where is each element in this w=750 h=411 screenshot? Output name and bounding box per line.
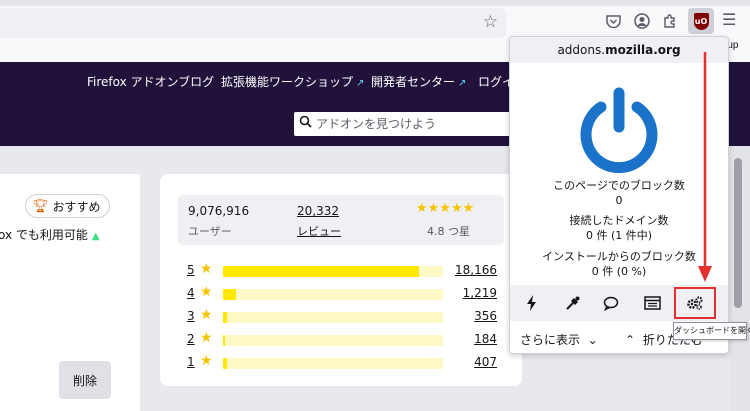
addon-stats: 9,076,916 ユーザー 20,332 レビュー ★★★★★ 4.8 つ星 <box>178 195 504 245</box>
rating-bar-row[interactable]: 3 ★ 356 <box>187 307 497 325</box>
rating-bar-fill <box>223 358 228 369</box>
ublock-toolbar-button[interactable]: uO <box>688 8 714 34</box>
blocked-since-install-label: インストールからのブロック数 <box>542 250 696 263</box>
reviews-count-link[interactable]: 20,332 <box>297 204 339 218</box>
hostname-prefix: addons. <box>557 43 606 57</box>
rating-count-link[interactable]: 356 <box>474 309 497 323</box>
rating-bar-track <box>223 335 443 346</box>
android-availability-text: ox でも利用可能 <box>0 228 88 242</box>
element-picker-icon[interactable] <box>560 291 586 315</box>
domains-connected-value: 0 件 (1 件中) <box>585 229 653 242</box>
rating-count-link[interactable]: 184 <box>474 332 497 346</box>
rating-bar-row[interactable]: 4 ★ 1,219 <box>187 284 497 302</box>
nav-link-blog[interactable]: Firefox アドオンブログ <box>87 75 215 89</box>
rating-count-link[interactable]: 407 <box>474 355 497 369</box>
trophy-icon: 🏆︎ <box>32 198 49 214</box>
rating-stars-link[interactable]: 1 <box>187 355 195 369</box>
chevron-up-icon: ⌃ <box>625 333 636 347</box>
star-icon: ★ <box>200 261 213 277</box>
gears-icon <box>687 296 703 310</box>
rating-bar-fill <box>223 266 420 277</box>
android-availability: ox でも利用可能 ▲ <box>0 226 100 243</box>
rating-bar-row[interactable]: 5 ★ 18,166 <box>187 261 497 279</box>
star-icon: ★ <box>200 307 213 323</box>
hamburger-menu-icon[interactable]: ☰ <box>722 10 737 29</box>
browser-toolbar: ☆ uO ☰ setup <box>0 0 750 62</box>
pocket-icon[interactable] <box>602 10 624 32</box>
users-count: 9,076,916 <box>188 204 250 218</box>
page-right-edge <box>730 62 750 411</box>
rating-bar-track <box>223 358 443 369</box>
account-icon[interactable] <box>631 10 653 32</box>
average-rating-text: 4.8 つ星 <box>427 225 470 238</box>
rating-bar-track <box>223 289 443 300</box>
blocked-since-install-value: 0 件 (0 %) <box>591 265 647 278</box>
remove-button[interactable]: 削除 <box>59 361 111 399</box>
addon-search[interactable] <box>294 112 514 136</box>
rating-stars-link[interactable]: 2 <box>187 332 195 346</box>
ublock-shield-icon: uO <box>693 12 709 30</box>
users-label: ユーザー <box>188 225 232 238</box>
rating-bar-row[interactable]: 2 ★ 184 <box>187 330 497 348</box>
rating-count-link[interactable]: 1,219 <box>462 286 497 300</box>
rating-stars-link[interactable]: 4 <box>187 286 195 300</box>
nav-link-login[interactable]: ログイ <box>478 75 515 89</box>
dashboard-tooltip: ダッシュボードを開く <box>673 322 750 340</box>
reviews-label-link[interactable]: レビュー <box>297 225 341 238</box>
power-switch-icon[interactable] <box>574 85 664 175</box>
rating-card: 9,076,916 ユーザー 20,332 レビュー ★★★★★ 4.8 つ星 … <box>160 174 522 386</box>
blocked-on-page: このページでのブロック数 0 <box>510 178 728 208</box>
rating-count-link[interactable]: 18,166 <box>455 263 497 277</box>
more-button[interactable]: さらに表示 ⌄ <box>520 331 598 348</box>
rating-bar-fill <box>223 335 225 346</box>
tab-strip <box>0 0 750 6</box>
logger-icon[interactable] <box>598 291 624 315</box>
ublock-popup: addons.mozilla.org このページでのブロック数 0 接続したドメ… <box>509 36 729 354</box>
search-input[interactable] <box>316 114 506 134</box>
star-icon: ★ <box>200 353 213 369</box>
popup-tools <box>510 285 728 321</box>
rating-bar-track <box>223 266 443 277</box>
logger-list-icon[interactable] <box>639 291 665 315</box>
chevron-down-icon: ⌄ <box>587 333 598 347</box>
blocked-since-install: インストールからのブロック数 0 件 (0 %) <box>510 249 728 279</box>
blocked-on-page-value: 0 <box>615 194 623 207</box>
annotation-arrow <box>698 52 712 282</box>
url-bar[interactable]: ☆ <box>0 8 506 38</box>
rating-stars-link[interactable]: 3 <box>187 309 195 323</box>
star-icon: ★ <box>200 330 213 346</box>
dashboard-button[interactable] <box>674 287 716 319</box>
domains-connected-label: 接続したドメイン数 <box>569 214 669 227</box>
header-edge <box>730 62 750 146</box>
external-link-icon: ↗ <box>458 78 467 89</box>
nav-link-developer-hub[interactable]: 開発者センター ↗ <box>371 75 467 89</box>
popup-hostname[interactable]: addons.mozilla.org <box>510 37 728 63</box>
android-icon: ▲ <box>91 231 100 242</box>
rating-bar-fill <box>223 289 237 300</box>
zap-element-icon[interactable] <box>519 291 545 315</box>
star-icon: ★ <box>200 284 213 300</box>
hostname-domain: mozilla.org <box>605 43 681 57</box>
bookmark-star-icon[interactable]: ☆ <box>482 12 498 32</box>
rating-bar-track <box>223 312 443 323</box>
domains-connected: 接続したドメイン数 0 件 (1 件中) <box>510 213 728 243</box>
external-link-icon: ↗ <box>356 78 365 89</box>
search-icon <box>299 115 312 132</box>
more-label: さらに表示 <box>520 333 581 347</box>
recommended-label: おすすめ <box>52 199 101 214</box>
nav-link-workshop[interactable]: 拡張機能ワークショップ ↗ <box>221 75 365 89</box>
rating-bar-fill <box>223 312 227 323</box>
average-stars: ★★★★★ <box>416 201 475 216</box>
recommended-badge[interactable]: 🏆︎ おすすめ <box>25 194 110 218</box>
addon-info-card: 🏆︎ おすすめ ox でも利用可能 ▲ 削除 <box>0 174 140 411</box>
blocked-on-page-label: このページでのブロック数 <box>553 179 685 192</box>
rating-stars-link[interactable]: 5 <box>187 263 195 277</box>
rating-bar-row[interactable]: 1 ★ 407 <box>187 353 497 371</box>
extensions-icon[interactable] <box>659 10 681 32</box>
scrollbar-thumb[interactable] <box>734 158 742 308</box>
